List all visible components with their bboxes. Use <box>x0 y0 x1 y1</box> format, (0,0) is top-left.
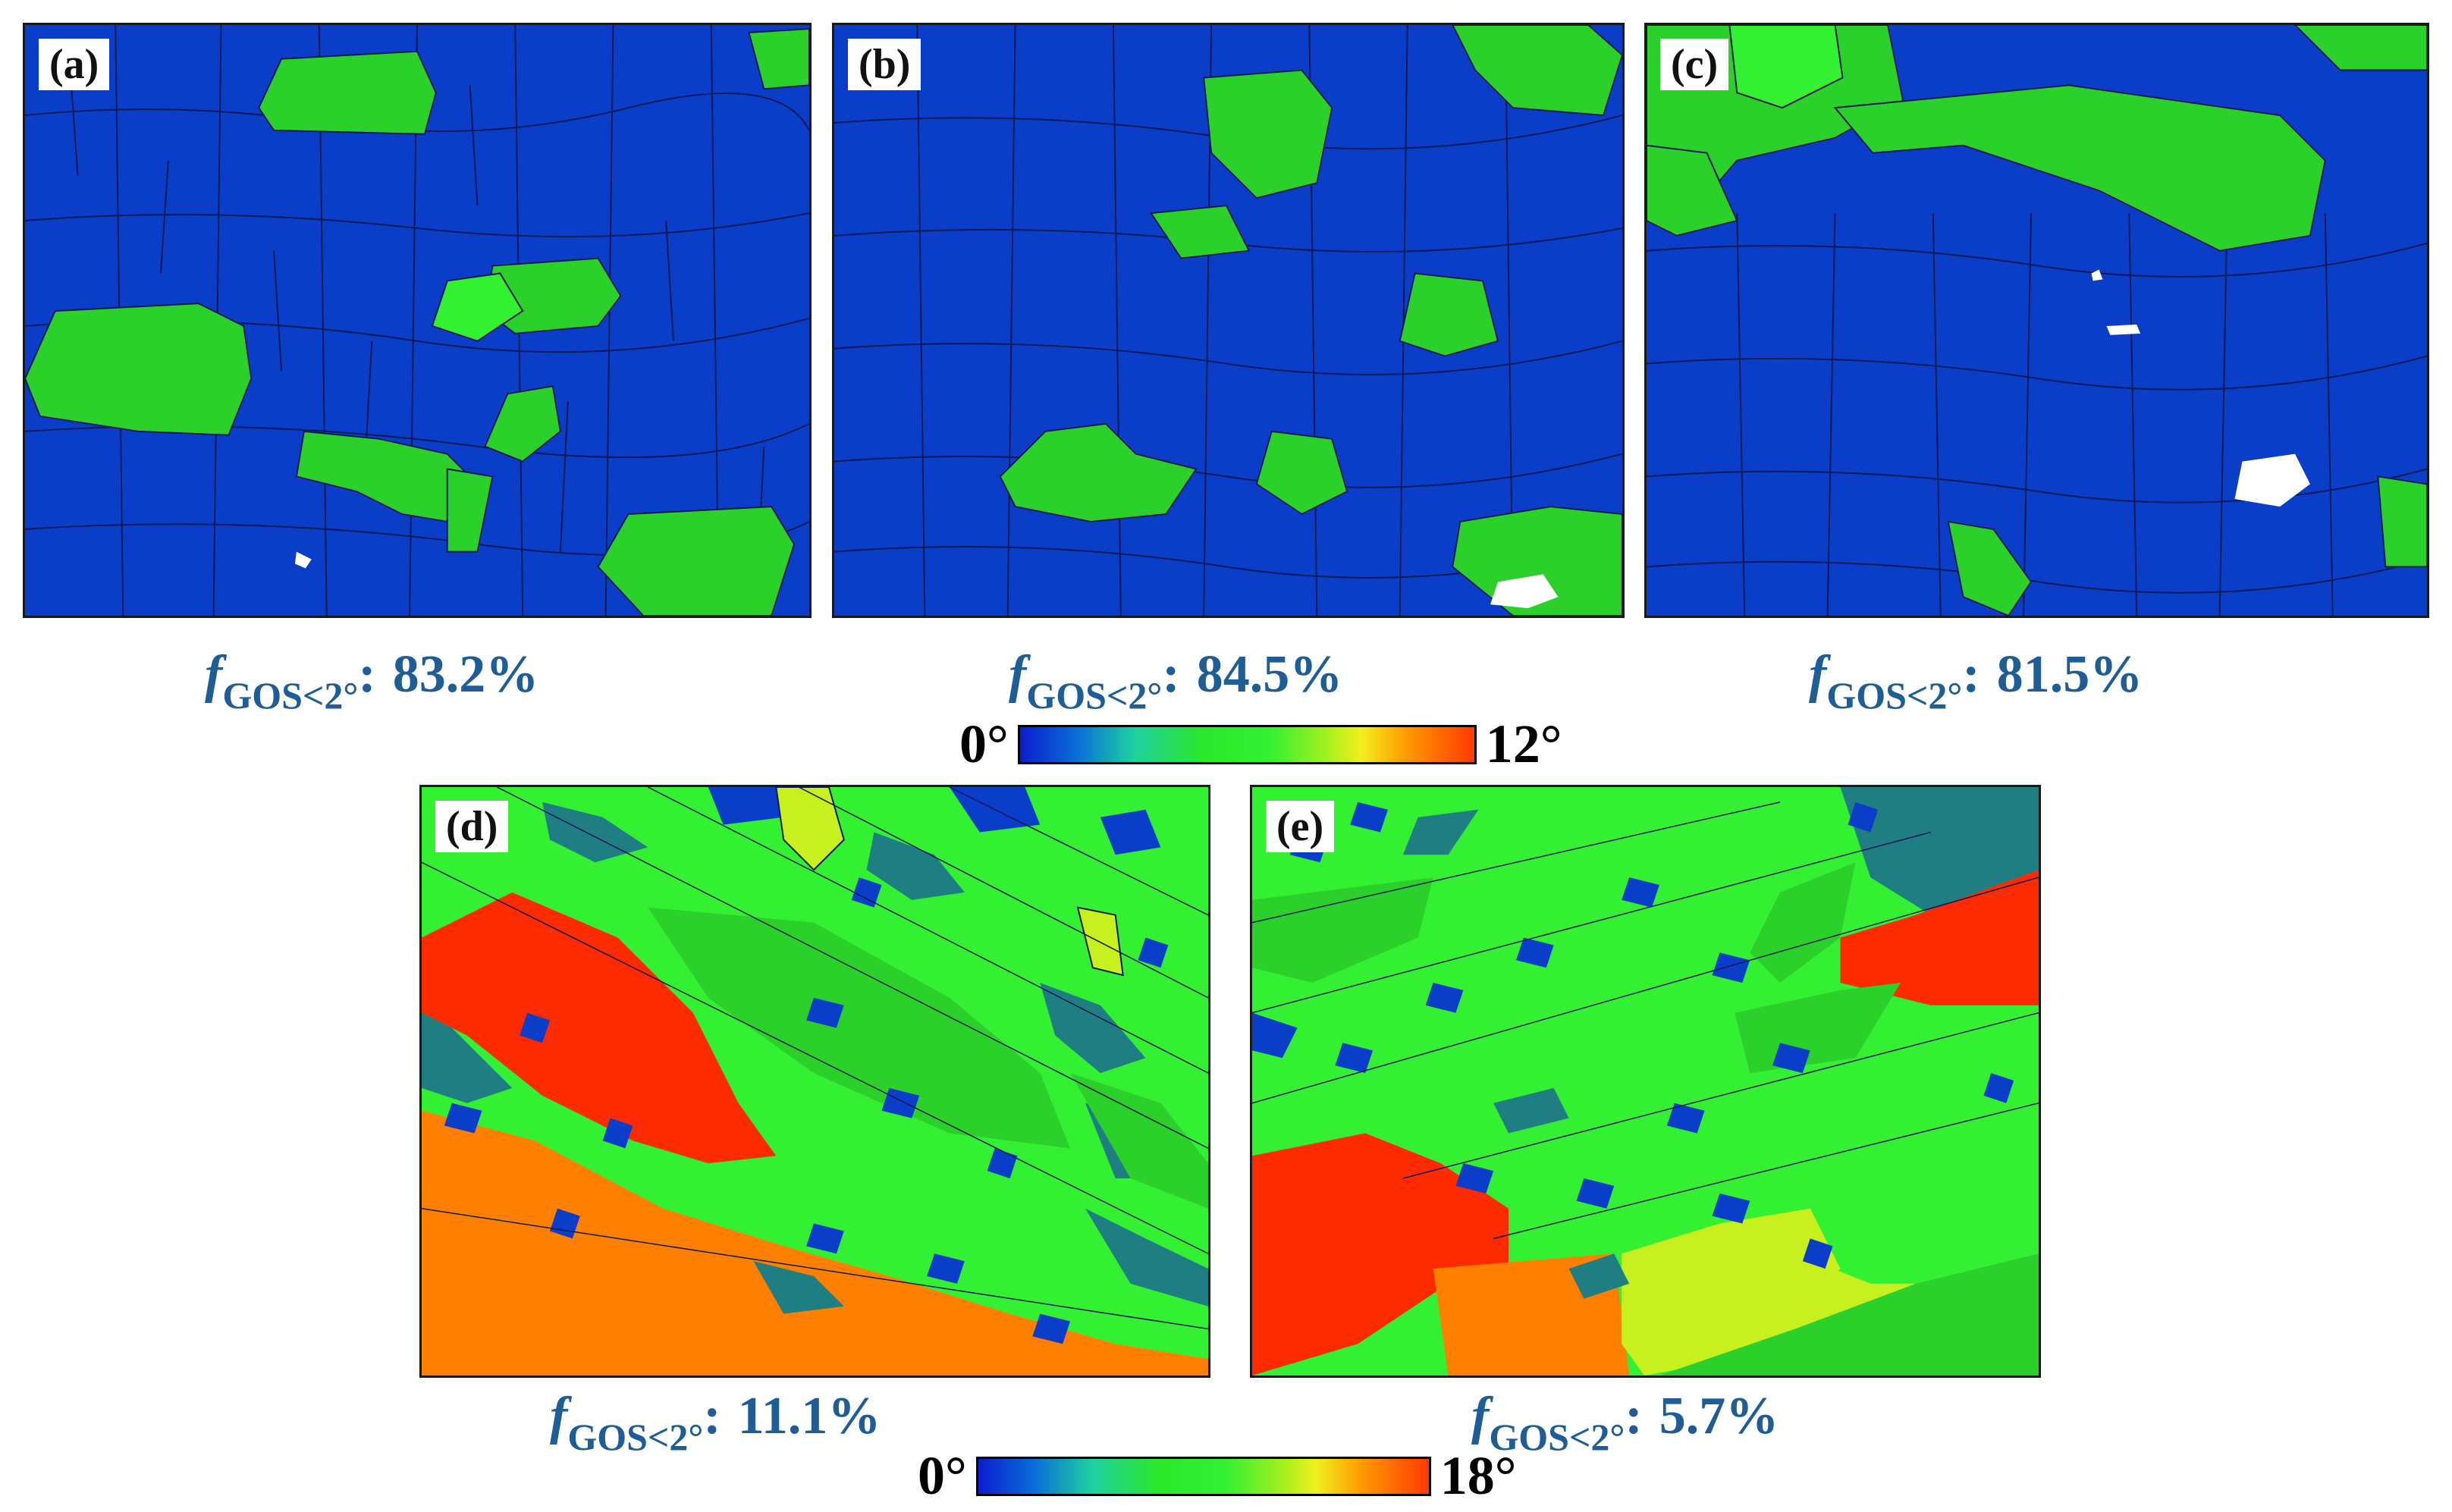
panel-label-e: (e) <box>1266 801 1335 852</box>
caption-a-f: f <box>205 645 223 704</box>
caption-a-sub: GOS<2° <box>222 674 359 717</box>
ebsd-map-d: (d) <box>419 785 1210 1378</box>
caption-b-f: f <box>1009 645 1027 704</box>
caption-e-sub: GOS<2° <box>1489 1416 1625 1458</box>
caption-c: fGOS<2°: 81.5% <box>1809 645 2143 717</box>
gos-map-a-image <box>25 25 809 616</box>
caption-d-value: 11.1% <box>737 1387 881 1445</box>
panel-label-b: (b) <box>848 39 921 90</box>
caption-c-sep: : <box>1962 645 1980 704</box>
gos-map-b-image <box>834 25 1622 616</box>
caption-b-sep: : <box>1162 645 1180 704</box>
caption-a-sep: : <box>358 645 376 704</box>
ebsd-map-c: (c) <box>1644 23 2429 618</box>
gos-map-d-image <box>422 787 1208 1376</box>
color-scale-0-12: 0° 12° <box>959 713 1562 776</box>
caption-b-sub: GOS<2° <box>1026 674 1163 717</box>
ebsd-map-b: (b) <box>832 23 1625 618</box>
panel-label-d: (d) <box>435 801 509 852</box>
caption-b-value: 84.5% <box>1196 645 1343 704</box>
caption-b: fGOS<2°: 84.5% <box>1009 645 1343 717</box>
caption-d: fGOS<2°: 11.1% <box>550 1386 881 1458</box>
scale1-max: 12° <box>1485 714 1562 774</box>
caption-d-sub: GOS<2° <box>567 1416 704 1458</box>
caption-e-value: 5.7% <box>1659 1387 1779 1445</box>
scale1-min: 0° <box>959 714 1009 774</box>
scale1-gradient <box>1017 724 1477 764</box>
scale2-min: 0° <box>918 1445 967 1506</box>
ebsd-map-e: (e) <box>1250 785 2041 1378</box>
caption-c-value: 81.5% <box>1996 645 2143 704</box>
caption-a: fGOS<2°: 83.2% <box>205 645 539 717</box>
caption-c-f: f <box>1809 645 1827 704</box>
caption-c-sub: GOS<2° <box>1826 674 1963 717</box>
ebsd-map-a: (a) <box>23 23 812 618</box>
panel-label-c: (c) <box>1660 39 1729 90</box>
caption-e: fGOS<2°: 5.7% <box>1471 1386 1779 1458</box>
caption-d-sep: : <box>703 1387 721 1445</box>
caption-a-value: 83.2% <box>392 645 539 704</box>
gos-map-c-image <box>1647 25 2427 616</box>
scale2-max: 18° <box>1439 1445 1517 1506</box>
scale2-gradient <box>975 1456 1431 1496</box>
caption-e-f: f <box>1471 1387 1490 1445</box>
color-scale-0-18: 0° 18° <box>918 1445 1517 1507</box>
caption-d-f: f <box>550 1387 568 1445</box>
gos-map-e-image <box>1252 787 2039 1376</box>
panel-label-a: (a) <box>39 39 110 90</box>
caption-e-sep: : <box>1625 1387 1643 1445</box>
